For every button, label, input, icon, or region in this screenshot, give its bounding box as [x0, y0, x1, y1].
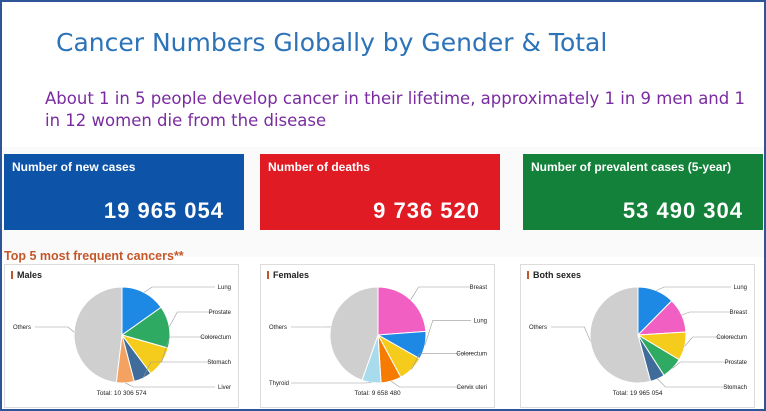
slice-label-lung: Lung — [734, 285, 747, 291]
males-total: Total: 10 306 574 — [96, 390, 147, 397]
leader-line — [681, 311, 731, 316]
leader-line — [684, 336, 731, 347]
both-sexes-panel-title: Both sexes — [527, 270, 581, 280]
leader-line — [391, 380, 471, 388]
leader-line — [672, 361, 731, 369]
leader-line — [125, 382, 215, 388]
top5-heading: Top 5 most frequent cancers** — [4, 249, 184, 263]
slide-title: Cancer Numbers Globally by Gender & Tota… — [56, 28, 608, 57]
females-panel-title: Females — [267, 270, 309, 280]
title-accent-bar — [267, 271, 269, 279]
leader-line — [657, 378, 731, 388]
slice-label-thyroid: Thyroid — [269, 381, 289, 387]
slice-label-others: Others — [269, 325, 287, 331]
leader-line — [410, 286, 471, 300]
both-sexes-pie-chart: Lung Breast Colorectum Prostate Stomach Other… — [529, 285, 748, 391]
slice-label-breast: Breast — [470, 285, 488, 291]
males-title: Males — [17, 270, 43, 280]
slice-label-others: Others — [13, 325, 31, 331]
leader-line — [142, 361, 215, 379]
pie-slice-others — [73, 286, 123, 384]
new-cases-card: Number of new cases 19 965 054 — [4, 154, 244, 230]
leader-line — [551, 326, 591, 342]
slice-label-prostate: Prostate — [209, 310, 232, 316]
leader-line — [656, 286, 731, 291]
new-cases-value: 19 965 054 — [103, 198, 224, 223]
females-pie-chart: Breast Lung Colorectum Cervix uteri Thyroid O… — [269, 285, 488, 391]
slice-label-others: Others — [529, 325, 547, 331]
females-panel: Females Breast Lung Colorectum Cervix uteri… — [260, 264, 495, 408]
prevalent-cases-card: Number of prevalent cases (5-year) 53 49… — [523, 154, 763, 230]
slice-label-lung: Lung — [474, 318, 487, 324]
title-accent-bar — [527, 271, 529, 279]
prevalent-cases-value: 53 490 304 — [622, 198, 743, 223]
slice-label-colorectum: Colorectum — [716, 335, 747, 341]
males-panel-title: Males — [11, 270, 42, 280]
both-sexes-total: Total: 19 965 054 — [612, 390, 663, 397]
leader-line — [411, 353, 471, 370]
slice-label-colorectum: Colorectum — [200, 335, 231, 341]
deaths-label: Number of deaths — [268, 160, 371, 174]
deaths-value: 9 736 520 — [373, 198, 480, 223]
leader-line — [35, 326, 75, 333]
pie-slice-others — [589, 286, 652, 384]
deaths-card: Number of deaths 9 736 520 — [260, 154, 500, 230]
title-accent-bar — [11, 271, 13, 279]
slice-label-breast: Breast — [730, 310, 748, 316]
both-sexes-title: Both sexes — [533, 270, 582, 280]
slice-label-stomach: Stomach — [207, 360, 231, 366]
females-total: Total: 9 658 480 — [354, 390, 401, 397]
slice-label-stomach: Stomach — [723, 385, 747, 391]
slice-label-lung: Lung — [218, 285, 231, 291]
new-cases-label: Number of new cases — [12, 160, 136, 174]
slide-subtitle: About 1 in 5 people develop cancer in th… — [45, 89, 745, 130]
slice-label-prostate: Prostate — [725, 360, 748, 366]
leader-line — [161, 336, 215, 363]
males-pie-chart: Lung Prostate Colorectum Stomach Liver Others — [13, 285, 232, 391]
females-title: Females — [273, 270, 310, 280]
prevalent-cases-label: Number of prevalent cases (5-year) — [531, 160, 732, 174]
leader-line — [424, 320, 471, 346]
slice-label-cervix-uteri: Cervix uteri — [457, 385, 487, 391]
males-panel: Males Lung Prostate Colorectum Stomach Liver… — [4, 264, 239, 408]
leader-line — [169, 311, 215, 328]
pie-slice-breast — [377, 286, 427, 336]
slice-label-liver: Liver — [218, 385, 231, 391]
leader-line — [143, 286, 215, 293]
both-sexes-panel: Both sexes Lung Breast Colorectum Prostate S… — [520, 264, 755, 408]
slice-label-colorectum: Colorectum — [456, 352, 487, 358]
